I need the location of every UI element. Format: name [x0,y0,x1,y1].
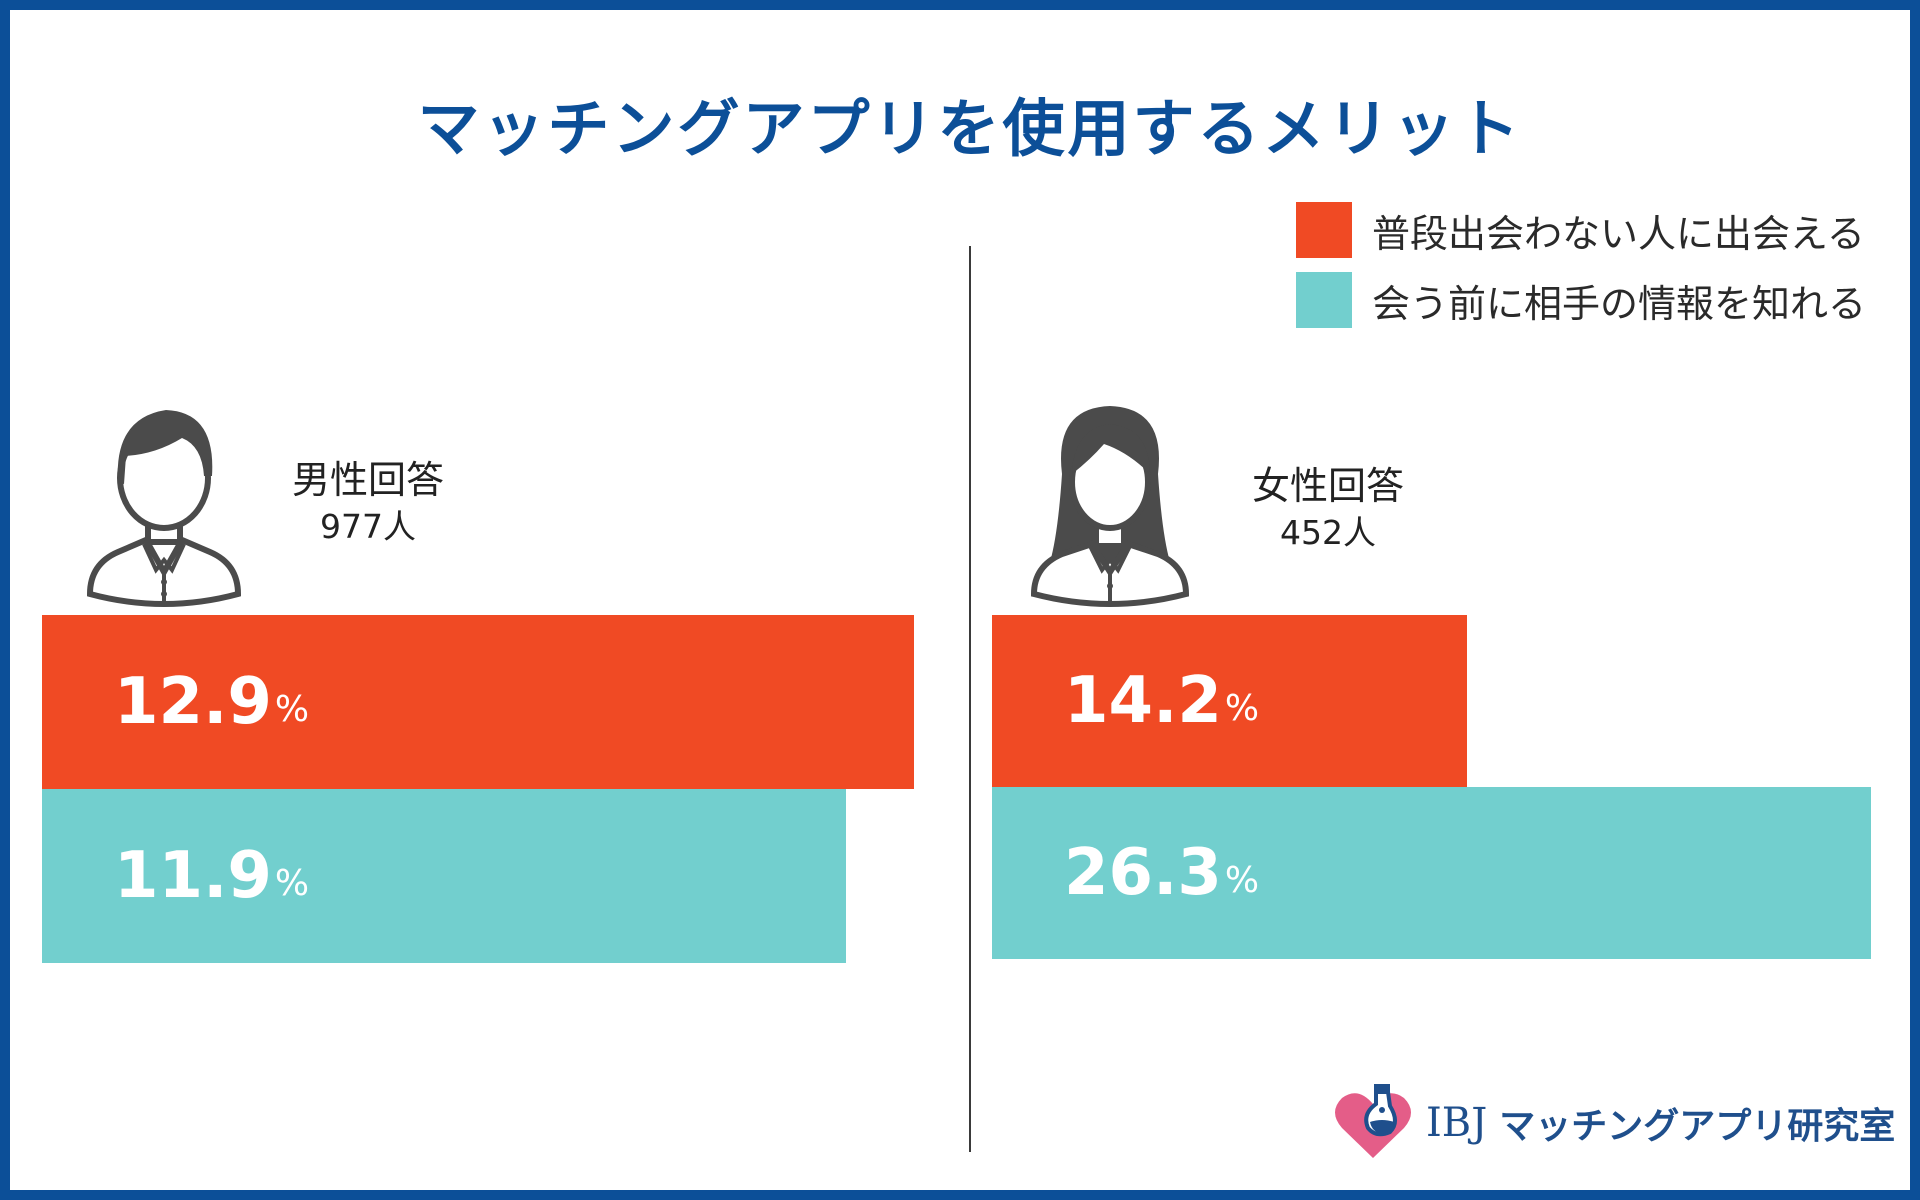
bar-value-male-meet-new-people: 12.9 [114,665,272,739]
bar-unit: % [274,862,310,904]
male-group-label: 男性回答 [291,458,444,502]
bar-male-meet-new-people: 12.9% [42,615,914,789]
bar-unit: % [1224,859,1260,901]
male-person-icon [86,410,242,607]
bar-value-female-know-info: 26.3 [1064,836,1222,910]
bar-unit: % [1224,687,1260,729]
bar-value-male-know-info: 11.9 [114,839,272,913]
legend-item-meet-new-people: 普段出会わない人に出会える [1296,201,1865,259]
male-group-count: 977人 [320,507,416,546]
legend-item-know-info: 会う前に相手の情報を知れる [1296,271,1866,329]
bar-female-meet-new-people: 14.2% [992,615,1467,787]
bar-female-know-info: 26.3% [992,787,1871,959]
female-group-count: 452人 [1280,513,1376,552]
bar-unit: % [274,688,310,730]
bar-value-female-meet-new-people: 14.2 [1064,664,1222,738]
brand-name: IBJ [1426,1100,1488,1146]
bar-male-know-info: 11.9% [42,789,847,963]
heart-flask-icon [1335,1084,1411,1158]
chart-title: マッチングアプリを使用するメリット [417,92,1523,165]
female-group-label: 女性回答 [1251,464,1404,508]
panel-divider [969,246,971,1152]
legend-swatch-red [1296,202,1352,258]
legend-label-meet-new-people: 普段出会わない人に出会える [1372,211,1865,256]
female-person-icon [1030,406,1190,607]
brand-logo: IBJ マッチングアプリ研究室 [1332,1082,1895,1164]
legend-swatch-teal [1296,272,1352,328]
legend-label-know-info: 会う前に相手の情報を知れる [1372,281,1867,326]
brand-subtitle: マッチングアプリ研究室 [1499,1106,1896,1147]
